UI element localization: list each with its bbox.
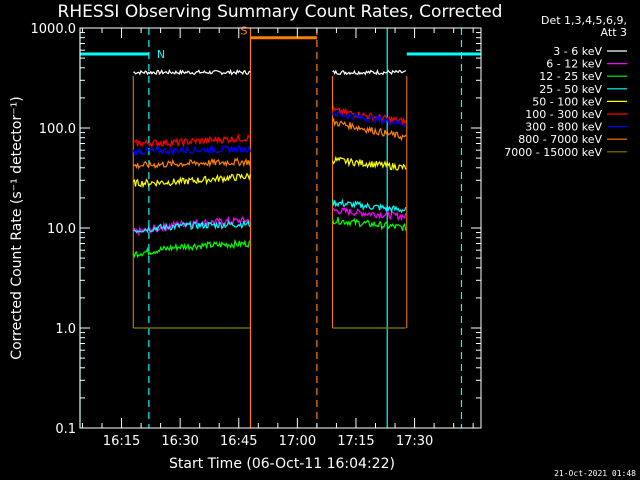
- x-tick-label-5: 17:30: [396, 434, 433, 449]
- series-line-6-seg-1: [331, 109, 407, 128]
- y-tick-label-3: 100.0: [39, 122, 76, 137]
- y-tick-label-4: 1000.0: [31, 22, 77, 37]
- series-line-1-seg-0: [132, 215, 251, 237]
- series-line-7-seg-0: [132, 157, 251, 170]
- series-line-7-seg-1: [331, 117, 407, 142]
- legend-header-1: Att 3: [601, 26, 627, 39]
- x-tick-label-0: 16:15: [103, 434, 140, 449]
- x-tick-label-4: 17:15: [337, 434, 374, 449]
- legend-label-1: 6 - 12 keV: [546, 58, 602, 71]
- legend-label-3: 25 - 50 keV: [539, 83, 602, 96]
- series-line-2-seg-1: [331, 217, 407, 231]
- legend-label-8: 7000 - 15000 keV: [504, 146, 602, 159]
- series-line-0-seg-0: [133, 68, 251, 76]
- series-line-5-seg-1: [331, 105, 407, 125]
- series-line-4-seg-1: [331, 155, 407, 171]
- legend-label-5: 100 - 300 keV: [525, 108, 602, 121]
- legend-label-6: 300 - 800 keV: [525, 121, 602, 134]
- legend-label-7: 800 - 7000 keV: [518, 133, 602, 146]
- series-line-6-seg-0: [132, 144, 251, 157]
- x-axis-label: Start Time (06-Oct-11 16:04:22): [169, 456, 395, 472]
- timestamp-footer: 21-Oct-2021 01:48: [554, 469, 636, 478]
- flag-label-S: S: [240, 25, 247, 38]
- series-line-1-seg-1: [332, 207, 407, 222]
- series-line-0-seg-1: [332, 68, 407, 76]
- x-tick-label-2: 16:45: [220, 434, 257, 449]
- legend-label-2: 12 - 25 keV: [539, 70, 602, 83]
- chart-title: RHESSI Observing Summary Count Rates, Co…: [58, 2, 503, 22]
- series-line-3-seg-1: [331, 198, 407, 214]
- flag-label-N: N: [157, 48, 165, 61]
- series-line-3-seg-0: [133, 219, 251, 234]
- x-tick-label-1: 16:30: [161, 434, 198, 449]
- legend-label-4: 50 - 100 keV: [532, 95, 602, 108]
- y-tick-label-2: 10.0: [47, 222, 76, 237]
- series-line-4-seg-0: [132, 172, 251, 189]
- y-tick-label-0: 0.1: [55, 422, 76, 437]
- x-tick-label-3: 17:00: [279, 434, 316, 449]
- series-line-5-seg-0: [133, 133, 251, 149]
- y-axis-label: Corrected Count Rate (s⁻¹ detector⁻¹): [9, 96, 25, 359]
- legend-label-0: 3 - 6 keV: [553, 45, 602, 58]
- legend-header-0: Det 1,3,4,5,6,9,: [541, 14, 627, 27]
- series-line-2-seg-0: [132, 238, 251, 259]
- y-tick-label-1: 1.0: [55, 322, 76, 337]
